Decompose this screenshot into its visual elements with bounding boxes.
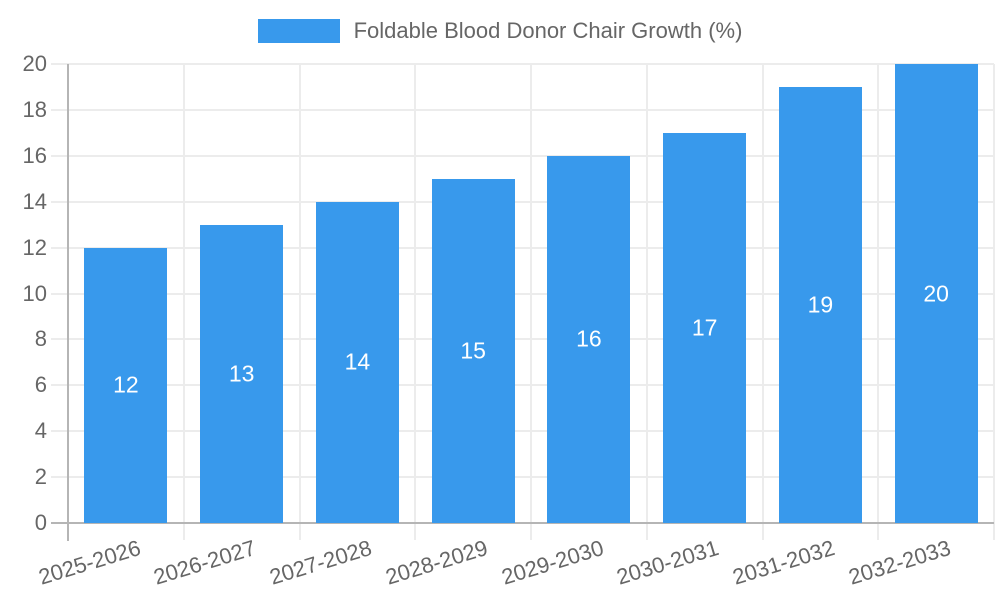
bar[interactable]: 20: [894, 64, 978, 523]
legend[interactable]: Foldable Blood Donor Chair Growth (%): [0, 14, 1000, 48]
x-tick-label: 2030-2031: [614, 535, 722, 590]
y-tick-label: 12: [22, 234, 47, 260]
x-tick-label: 2032-2033: [845, 535, 954, 590]
gridline-vertical: [645, 64, 648, 540]
gridline-vertical: [530, 64, 532, 540]
y-tick-label: 4: [34, 418, 47, 444]
bar-value-label: 16: [576, 325, 602, 352]
gridline-horizontal: [51, 108, 994, 111]
x-tick-label: 2028-2029: [382, 535, 491, 590]
x-tick-label: 2025-2026: [35, 535, 144, 590]
gridline-horizontal: [51, 200, 994, 203]
gridline-horizontal: [51, 292, 994, 295]
bar-value-label: 13: [228, 360, 255, 387]
bar-value-label: 20: [923, 280, 949, 306]
x-tick-label: 2026-2027: [151, 535, 259, 590]
plot-area: 0 2 4 6 8 10 12 14 16 18 20 12 13 14 15 16 17 19 20 2025-20…: [23, 51, 995, 590]
bar[interactable]: 13: [200, 224, 284, 523]
bar-value-label: 15: [460, 337, 486, 364]
y-tick-label: 10: [22, 280, 47, 306]
x-tick-label: 2029-2030: [498, 535, 607, 590]
x-tick-label: 2031-2032: [729, 535, 838, 590]
bar[interactable]: 17: [663, 132, 747, 523]
gridline-vertical: [993, 64, 995, 540]
y-tick-label: 0: [34, 510, 47, 535]
bar[interactable]: 15: [431, 178, 515, 523]
legend-label: Foldable Blood Donor Chair Growth (%): [353, 18, 743, 43]
y-tick-label: 16: [22, 142, 47, 168]
gridline-horizontal: [51, 384, 994, 387]
y-tick-label: 14: [22, 188, 47, 214]
gridline-vertical: [877, 64, 880, 540]
gridline-horizontal: [51, 338, 994, 341]
gridline-vertical: [182, 64, 185, 540]
y-tick-label: 18: [22, 96, 47, 122]
gridline-horizontal: [51, 63, 994, 65]
bar-value-label: 17: [691, 314, 718, 341]
bar[interactable]: 16: [547, 155, 631, 523]
y-tick-label: 20: [22, 51, 47, 76]
gridline-vertical: [414, 64, 417, 540]
y-tick-label: 8: [34, 326, 47, 352]
gridline-vertical: [761, 64, 764, 540]
bar[interactable]: 12: [84, 247, 168, 523]
gridline-horizontal: [51, 246, 994, 249]
legend-swatch: [257, 19, 340, 43]
x-tick-label: 2027-2028: [266, 535, 375, 590]
x-axis-line: [51, 522, 994, 524]
bar-value-label: 19: [807, 291, 834, 318]
bar-value-label: 14: [344, 348, 371, 375]
y-tick-label: 6: [34, 372, 47, 398]
y-tick-label: 2: [34, 464, 47, 490]
bar[interactable]: 14: [315, 201, 399, 523]
y-axis-line: [67, 64, 69, 541]
gridline-horizontal: [51, 476, 994, 479]
gridline-vertical: [298, 64, 301, 540]
bar-value-label: 12: [113, 371, 139, 398]
bar[interactable]: 19: [778, 86, 862, 523]
gridline-horizontal: [51, 430, 994, 433]
gridline-horizontal: [51, 154, 994, 157]
